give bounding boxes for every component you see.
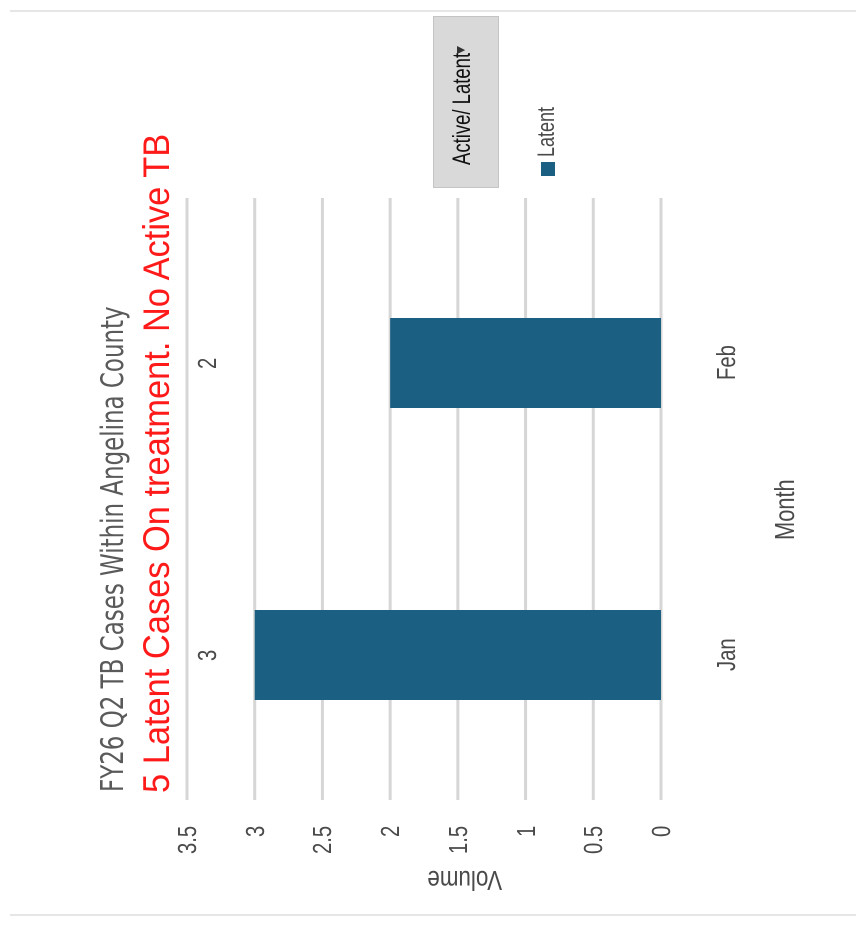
active-latent-filter-dropdown[interactable]: Active/ Latent ▼ [433, 16, 499, 188]
value-tick-label: 3.5 [172, 825, 202, 855]
bar-feb [390, 318, 661, 408]
legend-swatch-latent [541, 162, 555, 176]
y-axis-title: Volume [427, 865, 503, 896]
value-tick-label: 1.5 [442, 825, 473, 855]
value-tick-label: 2.5 [307, 825, 338, 855]
bar-jan [254, 610, 661, 700]
value-tick-label: 1 [510, 825, 541, 838]
top-divider [10, 10, 856, 12]
category-label-jan: Jan [711, 638, 741, 672]
value-tick-label: 0.5 [578, 825, 609, 855]
value-tick-label: 3 [239, 825, 270, 838]
value-tick-label: 0 [646, 825, 676, 838]
data-label-jan: 3 [192, 649, 222, 661]
data-label-feb: 2 [192, 357, 222, 369]
category-label-feb: Feb [711, 345, 741, 381]
bottom-divider [10, 914, 856, 916]
x-axis-title: Month [769, 479, 800, 541]
value-tick-label: 2 [375, 825, 406, 838]
